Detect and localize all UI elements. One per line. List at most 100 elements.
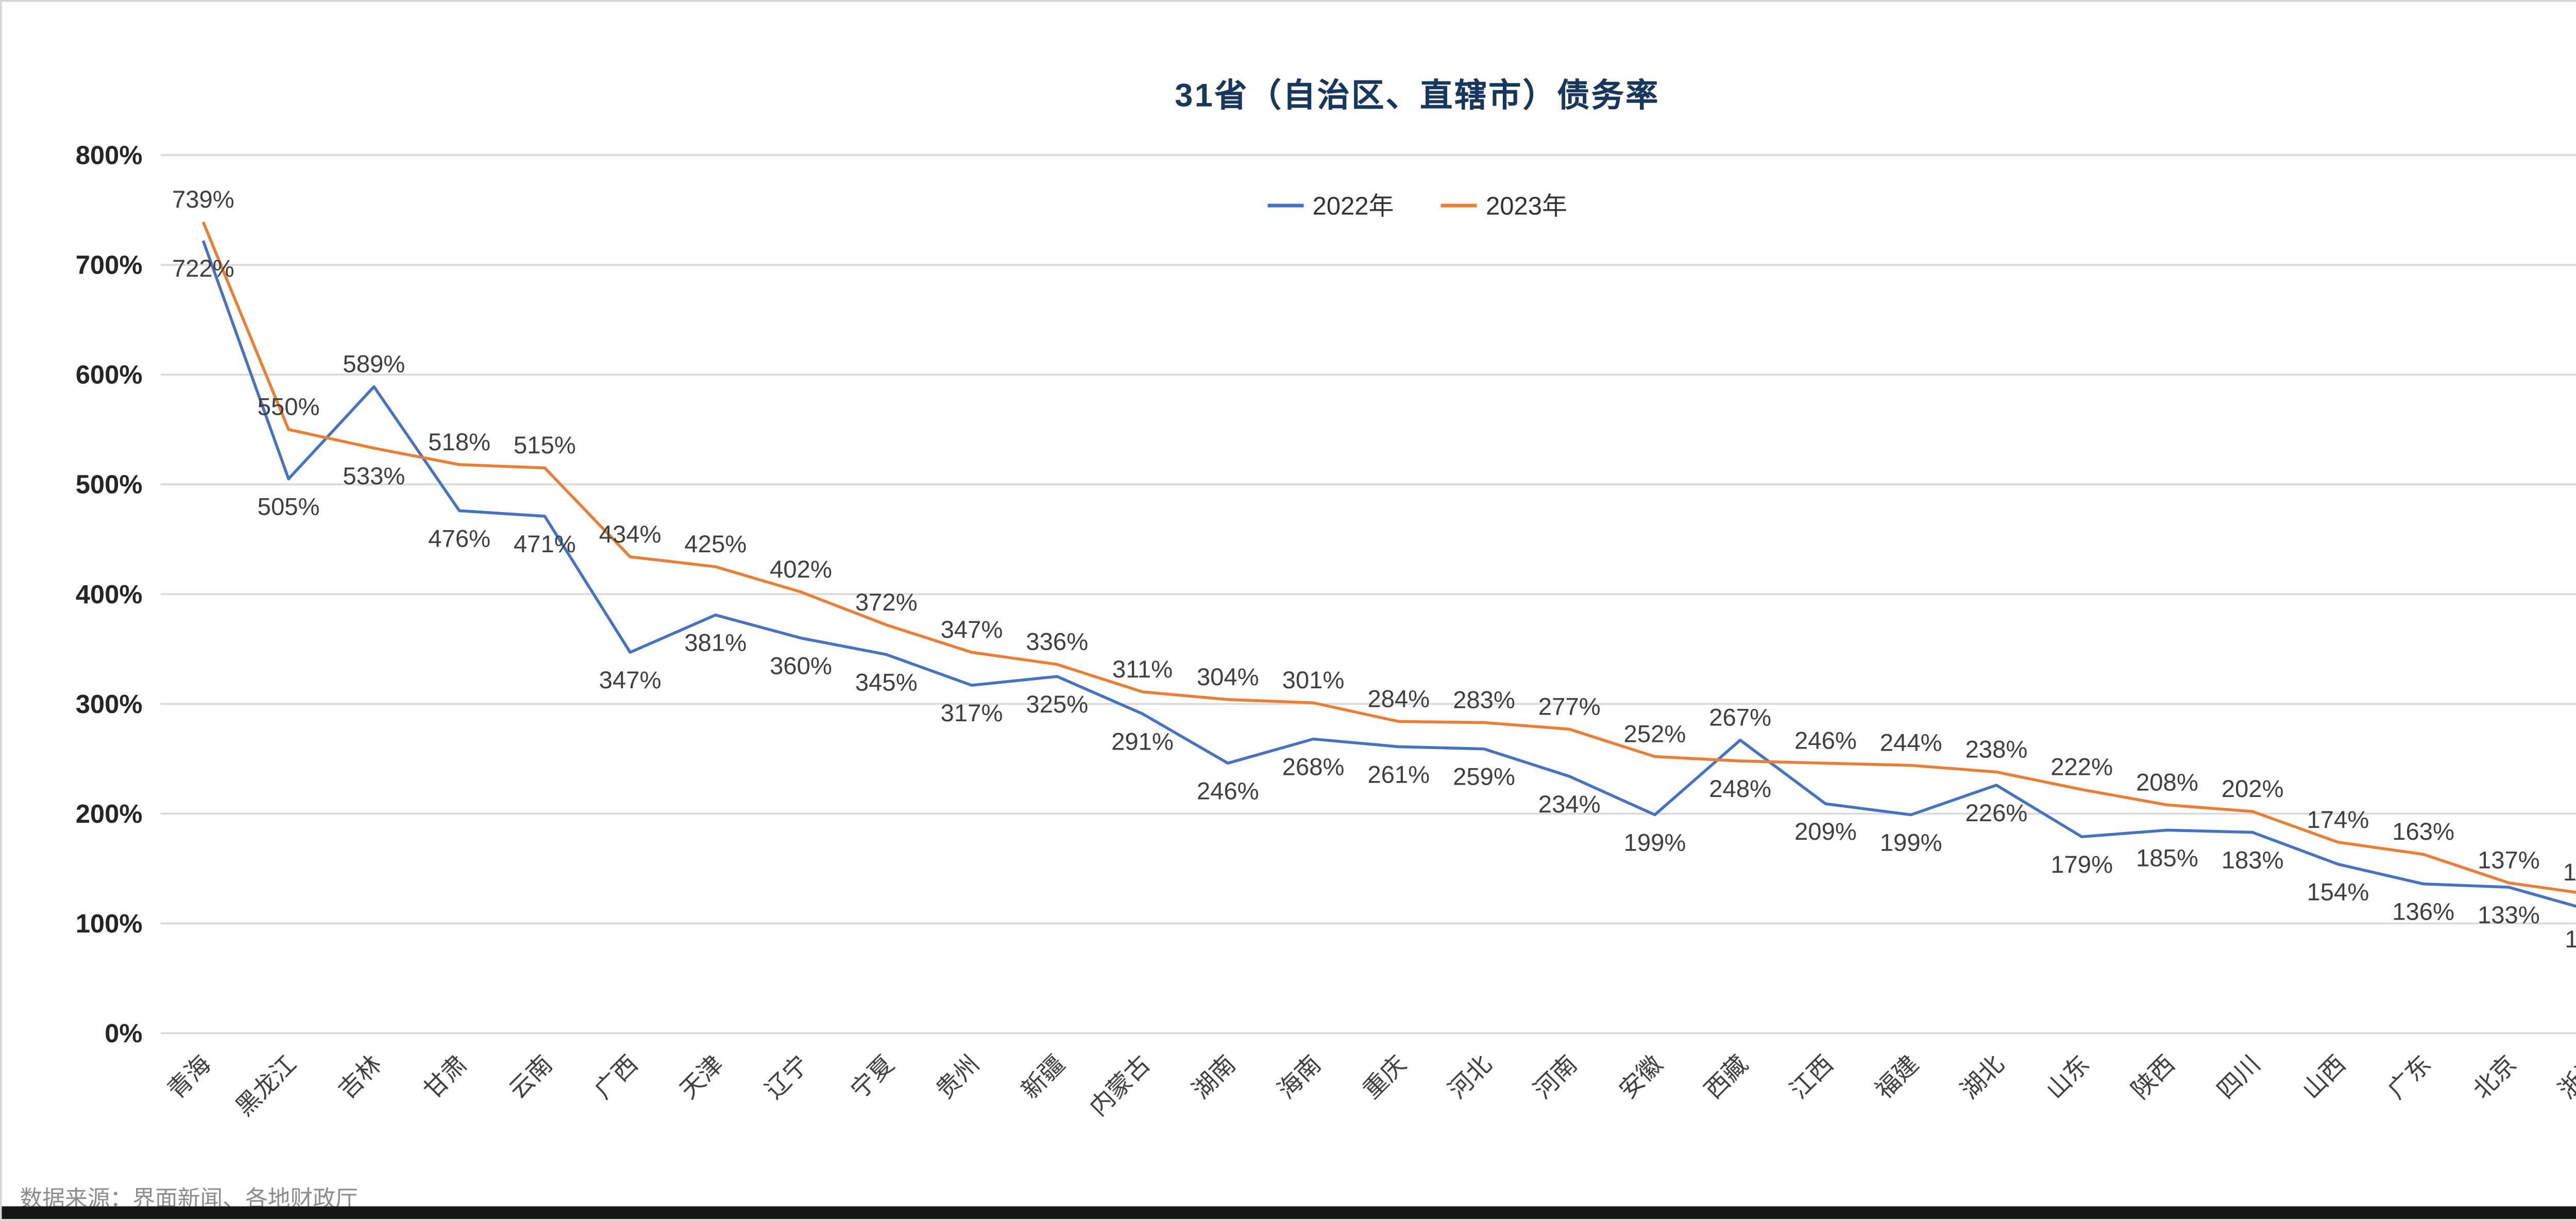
- data-label-low: 325%: [1026, 691, 1088, 718]
- legend-label-2022: 2022年: [1312, 188, 1394, 224]
- x-axis-tick-label: 江西: [1785, 1050, 1838, 1104]
- data-label-low: 246%: [1197, 777, 1259, 805]
- x-axis-tick-label: 内蒙古: [1084, 1050, 1156, 1122]
- y-axis-tick-label: 800%: [76, 141, 143, 170]
- data-label-low: 347%: [599, 667, 662, 694]
- y-axis-tick-label: 100%: [76, 909, 143, 938]
- x-axis-tick-label: 天津: [675, 1050, 728, 1104]
- legend-item-2023: 2023年: [1441, 188, 1568, 224]
- x-axis-tick-label: 甘肃: [419, 1050, 472, 1104]
- x-axis-tick-label: 吉林: [333, 1050, 387, 1104]
- x-axis-tick-label: 贵州: [931, 1050, 985, 1104]
- data-label-low: 183%: [2222, 847, 2284, 874]
- data-label-low: 111%: [2565, 926, 2576, 953]
- y-axis-tick-label: 500%: [76, 470, 143, 499]
- data-label-high: 283%: [1453, 687, 1515, 714]
- data-label-low: 345%: [855, 669, 918, 696]
- data-label-high: 174%: [2307, 806, 2369, 834]
- x-axis-tick-label: 安徽: [1614, 1050, 1668, 1104]
- bottom-edge-bar: [2, 1207, 2576, 1219]
- data-label-high: 267%: [1709, 704, 1771, 732]
- x-axis-tick-label: 云南: [504, 1050, 557, 1104]
- data-label-high: 347%: [941, 616, 1003, 643]
- legend-line-2023-icon: [1441, 204, 1477, 208]
- data-label-high: 589%: [343, 351, 405, 378]
- series-line-2023年: [203, 222, 2576, 951]
- data-label-high: 208%: [2136, 769, 2198, 796]
- x-axis-tick-label: 广东: [2383, 1050, 2436, 1104]
- y-axis-tick-label: 0%: [105, 1019, 142, 1048]
- x-axis-tick-label: 陕西: [2126, 1050, 2180, 1104]
- x-axis-tick-label: 四川: [2212, 1050, 2265, 1104]
- data-label-low: 226%: [1965, 800, 2028, 827]
- data-label-low: 234%: [1538, 791, 1601, 818]
- data-label-low: 179%: [2050, 851, 2113, 878]
- data-label-high: 277%: [1538, 693, 1601, 720]
- x-axis-tick-label: 青海: [162, 1050, 216, 1104]
- data-label-low: 259%: [1453, 764, 1515, 791]
- data-label-low: 533%: [343, 463, 405, 490]
- legend-line-2022-icon: [1267, 204, 1303, 208]
- x-axis-tick-label: 重庆: [1358, 1050, 1412, 1104]
- y-axis-tick-label: 300%: [76, 689, 143, 719]
- x-axis-tick-label: 黑龙江: [231, 1050, 302, 1122]
- data-label-high: 246%: [1794, 727, 1857, 754]
- x-axis-tick-label: 福建: [1870, 1050, 1924, 1104]
- x-axis-tick-label: 山东: [2041, 1050, 2095, 1104]
- data-label-low: 248%: [1709, 775, 1771, 803]
- data-label-high: 202%: [2222, 775, 2284, 803]
- x-axis-tick-label: 北京: [2468, 1050, 2521, 1104]
- x-axis-tick-label: 河南: [1529, 1050, 1582, 1104]
- x-axis-tick-label: 河北: [1443, 1050, 1497, 1104]
- data-label-low: 133%: [2478, 902, 2540, 929]
- data-label-low: 381%: [684, 630, 747, 657]
- data-label-high: 304%: [1197, 664, 1259, 691]
- data-label-high: 311%: [1112, 656, 1173, 683]
- x-axis-tick-label: 湖南: [1187, 1050, 1241, 1104]
- data-label-low: 261%: [1367, 761, 1430, 788]
- data-label-high: 244%: [1880, 730, 1942, 757]
- data-label-high: 238%: [1965, 736, 2028, 763]
- chart-legend: 2022年 2023年: [2, 188, 2576, 224]
- x-axis-tick-label: 宁夏: [845, 1050, 899, 1104]
- data-label-high: 252%: [1624, 721, 1686, 748]
- x-axis-tick-label: 广西: [589, 1050, 643, 1104]
- data-label-high: 336%: [1026, 629, 1088, 656]
- data-label-high: 126%: [2563, 859, 2576, 886]
- data-label-low: 471%: [514, 531, 576, 558]
- data-label-low: 291%: [1111, 728, 1174, 755]
- data-label-low: 199%: [1624, 829, 1686, 857]
- x-axis-tick-label: 新疆: [1016, 1050, 1070, 1104]
- x-axis-tick-label: 辽宁: [760, 1050, 814, 1104]
- data-label-low: 209%: [1794, 818, 1857, 845]
- chart-title: 31省（自治区、直辖市）债务率: [2, 71, 2576, 117]
- data-label-low: 317%: [941, 700, 1003, 727]
- legend-label-2023: 2023年: [1486, 188, 1567, 224]
- series-line-2022年: [203, 241, 2576, 953]
- data-label-low: 185%: [2136, 844, 2198, 872]
- data-label-high: 402%: [770, 556, 832, 583]
- data-label-high: 301%: [1282, 667, 1345, 694]
- x-axis-tick-label: 浙江: [2553, 1050, 2576, 1104]
- data-label-low: 136%: [2392, 898, 2454, 926]
- data-label-high: 284%: [1367, 685, 1430, 713]
- x-axis-tick-label: 湖北: [1956, 1050, 2009, 1104]
- x-axis-tick-label: 西藏: [1700, 1050, 1753, 1104]
- x-axis-tick-label: 山西: [2297, 1050, 2351, 1104]
- data-label-high: 372%: [855, 589, 918, 616]
- data-label-low: 154%: [2307, 878, 2369, 906]
- data-label-low: 722%: [172, 255, 234, 282]
- data-label-low: 199%: [1880, 829, 1942, 857]
- y-axis-tick-label: 200%: [76, 799, 143, 828]
- y-axis-tick-label: 700%: [76, 250, 143, 280]
- y-axis-tick-label: 600%: [76, 360, 143, 389]
- data-label-high: 550%: [258, 394, 320, 421]
- data-label-high: 434%: [599, 521, 662, 548]
- data-label-low: 360%: [770, 652, 832, 680]
- data-label-high: 515%: [514, 432, 576, 459]
- data-label-low: 505%: [258, 494, 320, 521]
- x-axis-tick-label: 海南: [1273, 1050, 1326, 1104]
